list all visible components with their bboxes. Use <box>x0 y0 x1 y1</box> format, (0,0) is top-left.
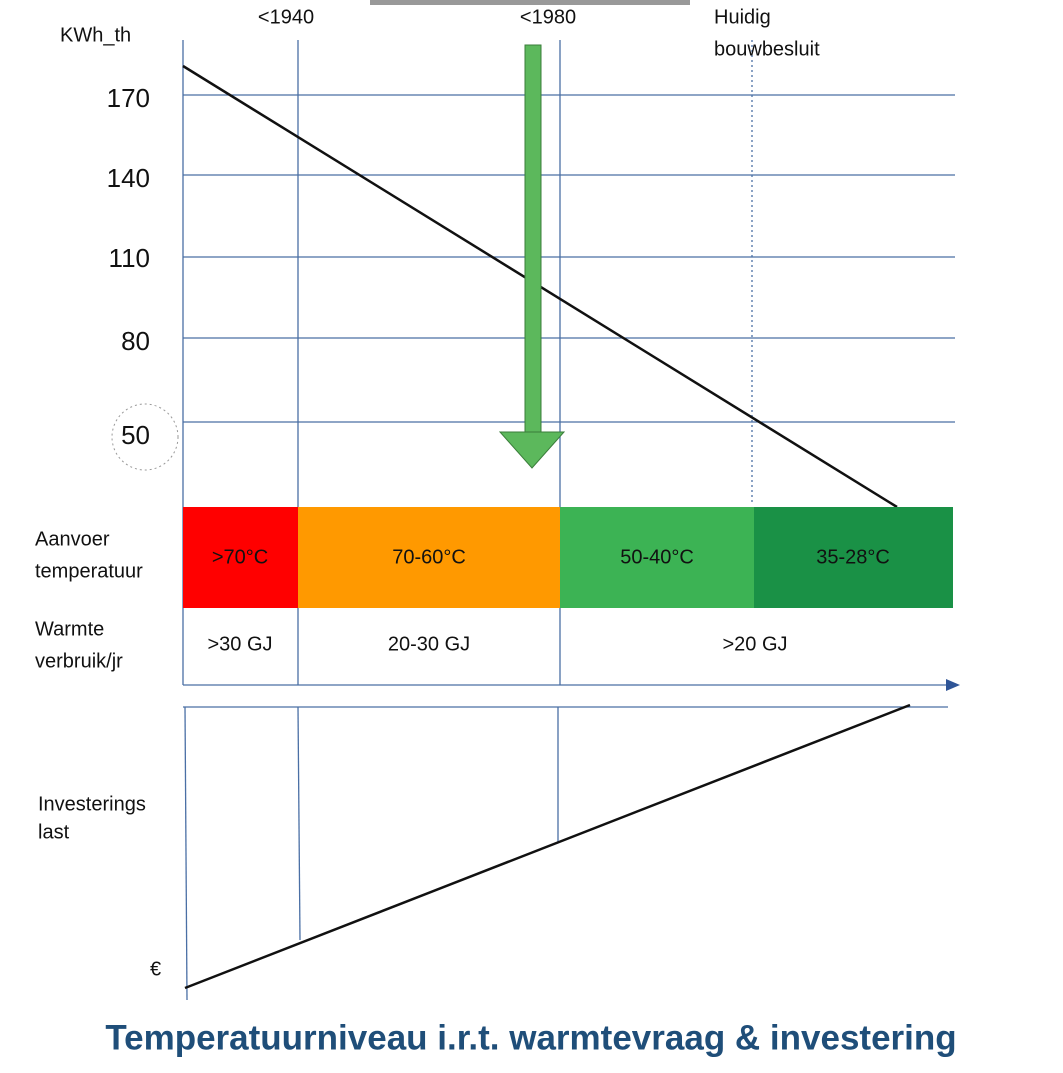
row-label: Warmte <box>35 618 104 640</box>
title: Temperatuurniveau i.r.t. warmtevraag & i… <box>105 1018 956 1057</box>
band-label: 50-40°C <box>620 546 694 568</box>
cropped-image <box>370 0 690 5</box>
grid <box>182 40 955 685</box>
row-label: last <box>38 821 70 843</box>
period-label: <1980 <box>520 6 576 28</box>
y-label: 170 <box>107 83 150 113</box>
current-label: bouwbesluit <box>714 38 820 60</box>
investment-unit: € <box>150 958 161 980</box>
band-label: >70°C <box>212 546 268 568</box>
y-label: 50 <box>121 420 150 450</box>
y-unit: KWh_th <box>60 24 131 46</box>
band-label: 70-60°C <box>392 546 466 568</box>
highlight-circle <box>111 403 179 471</box>
row-label: temperatuur <box>35 560 143 582</box>
y-label: 140 <box>107 163 150 193</box>
green-arrow <box>498 44 566 469</box>
band-label: 35-28°C <box>816 546 890 568</box>
supply-bands <box>183 507 953 608</box>
usage-cell: >20 GJ <box>722 633 787 655</box>
period-label: <1940 <box>258 6 314 28</box>
current-label: Huidig <box>714 6 771 28</box>
row-label: Investerings <box>38 793 146 815</box>
lower-panel <box>183 703 948 1001</box>
row-label: verbruik/jr <box>35 650 123 672</box>
row-label: Aanvoer <box>35 528 110 550</box>
usage-cell: >30 GJ <box>207 633 272 655</box>
y-label: 80 <box>121 326 150 356</box>
x-axis-arrow <box>946 679 960 691</box>
y-label: 110 <box>109 243 150 273</box>
usage-cell: 20-30 GJ <box>388 633 470 655</box>
